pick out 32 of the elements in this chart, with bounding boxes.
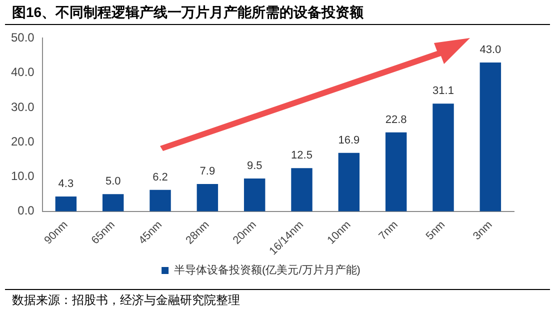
chart-title: 图16、不同制程逻辑产线一万片月产能所需的设备投资额 bbox=[12, 4, 364, 22]
bar bbox=[338, 152, 360, 212]
bar bbox=[196, 184, 218, 212]
y-tick-label: 20.0 bbox=[10, 134, 35, 148]
data-label: 4.3 bbox=[58, 178, 74, 190]
legend-label: 半导体设备投资额(亿美元/万片月产能) bbox=[174, 264, 360, 277]
data-label: 22.8 bbox=[385, 114, 407, 126]
bar bbox=[291, 168, 312, 212]
bar bbox=[480, 62, 502, 212]
x-tick-label: 7nm bbox=[376, 218, 400, 242]
data-label: 6.2 bbox=[152, 171, 168, 184]
bar bbox=[385, 132, 407, 212]
bar bbox=[102, 194, 124, 212]
y-tick-label: 50.0 bbox=[10, 30, 35, 45]
bar bbox=[244, 178, 266, 212]
data-label: 31.1 bbox=[432, 85, 454, 98]
bar bbox=[432, 104, 454, 212]
y-tick-label: 30.0 bbox=[10, 100, 35, 114]
y-tick-label: 0.0 bbox=[18, 204, 35, 218]
y-tick-label: 40.0 bbox=[10, 65, 35, 80]
data-label: 9.5 bbox=[246, 160, 262, 172]
bar bbox=[55, 196, 77, 212]
bar bbox=[150, 190, 171, 212]
data-label: 16.9 bbox=[338, 134, 360, 146]
data-label: 5.0 bbox=[105, 176, 121, 188]
data-label: 7.9 bbox=[200, 166, 216, 178]
x-tick-label: 5nm bbox=[424, 218, 448, 242]
data-label: 12.5 bbox=[291, 150, 312, 162]
y-tick-label: 10.0 bbox=[10, 169, 35, 184]
data-label: 43.0 bbox=[480, 44, 502, 56]
source-note: 数据来源：招股书，经济与金融研究院整理 bbox=[12, 292, 240, 309]
x-tick-label: 3nm bbox=[471, 218, 495, 242]
